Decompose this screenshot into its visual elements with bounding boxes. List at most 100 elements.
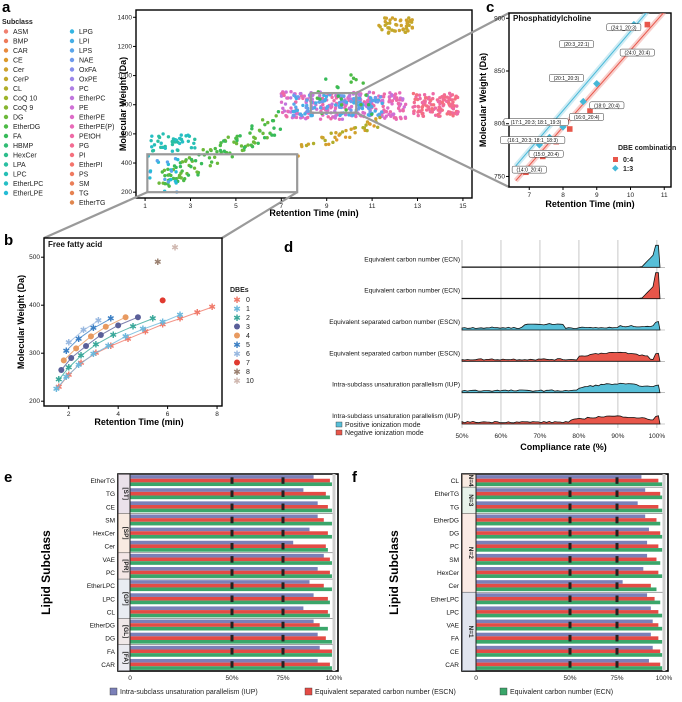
row-label: Intra-subclass unsaturation parallelism … [332, 382, 460, 389]
legend-label: Negative ionization mode [345, 430, 424, 437]
category-label: TG [450, 504, 459, 511]
data-point [163, 146, 168, 150]
legend-swatch: ✱ [233, 295, 241, 305]
data-point [414, 93, 419, 97]
legend-swatch [69, 76, 75, 82]
bar [476, 482, 663, 487]
data-point [388, 18, 392, 22]
category-label: CE [450, 649, 460, 656]
annotation-text: (17:1_20:3; 18:1_19:3) [511, 120, 562, 126]
legend-label: Equivalent carbon number (ECN) [510, 689, 613, 696]
data-point [424, 108, 429, 112]
data-point [170, 149, 175, 153]
panel-c-phosphatidylcholine: Phosphatidylcholine (24:1_20:3) (20:3_22:1… [478, 12, 676, 209]
bar [130, 567, 318, 571]
data-point: ✱ [142, 327, 150, 337]
data-point [189, 146, 194, 150]
legend-swatch [3, 86, 9, 91]
category-label: CL [107, 609, 116, 616]
data-point [87, 333, 94, 340]
bar [476, 645, 653, 650]
data-point [338, 113, 342, 118]
bar [130, 570, 330, 575]
data-point [401, 109, 405, 113]
legend-swatch [3, 133, 9, 139]
data-point [218, 143, 223, 148]
data-point [566, 126, 573, 132]
x-tick-label: 10 [627, 192, 635, 199]
category-label: SM [105, 517, 115, 524]
data-point [398, 109, 402, 113]
bar [130, 574, 332, 578]
bar [476, 658, 649, 663]
data-point [393, 17, 397, 22]
group-band [118, 474, 130, 514]
data-point [340, 130, 345, 134]
legend-label: LPA [13, 162, 26, 169]
data-point [174, 170, 178, 174]
annotation-text: (14:0_20:4) [516, 168, 542, 174]
legend-swatch: ✱ [233, 367, 241, 377]
data-point [412, 109, 416, 113]
y-axis-title: Lipid Subclass [39, 530, 53, 615]
bar [130, 561, 332, 565]
legend-label: LPS [79, 48, 93, 55]
density-area [461, 272, 661, 300]
legend-swatch [69, 114, 75, 120]
category-label: EtherTG [434, 491, 459, 498]
data-point [163, 177, 167, 182]
data-point [230, 155, 234, 159]
data-point [294, 105, 298, 109]
data-point [192, 166, 197, 170]
data-point: ✱ [159, 319, 167, 329]
zoom-box-ffa [146, 153, 299, 194]
data-point [407, 23, 411, 28]
data-point [83, 343, 90, 349]
data-point [357, 105, 361, 110]
data-point [365, 120, 370, 124]
data-point [166, 180, 171, 184]
x-tick-label: 8 [561, 192, 565, 199]
x-tick-label: 7 [527, 192, 531, 199]
data-point [451, 107, 456, 111]
series-group: ✱✱✱✱✱✱✱✱✱✱✱✱✱✱✱✱✱✱✱✱✱✱✱✱✱✱✱✱✱✱✱✱✱✱✱✱ [53, 243, 216, 395]
data-point [372, 124, 376, 128]
data-point [148, 176, 152, 180]
panel-label-a: a [2, 0, 11, 16]
data-point [285, 96, 289, 100]
bar [476, 548, 663, 552]
x-tick-label: 11 [661, 192, 668, 199]
bar [476, 639, 663, 644]
legend-swatch [304, 687, 313, 696]
legend-swatch [69, 67, 75, 72]
data-point [403, 116, 408, 120]
density-area [461, 320, 661, 331]
data-point [351, 96, 356, 101]
data-point [388, 110, 393, 114]
data-point [195, 170, 199, 174]
data-point [433, 113, 438, 117]
group-band [118, 644, 130, 671]
data-point [305, 98, 309, 102]
category-label: Cer [105, 544, 116, 551]
data-point [330, 95, 334, 100]
data-point [193, 159, 198, 163]
data-point [177, 173, 182, 178]
legend-swatch [3, 114, 9, 120]
data-point [388, 21, 392, 25]
data-point [403, 30, 408, 35]
data-point [199, 161, 204, 166]
bar [476, 666, 663, 670]
legend-swatch [3, 124, 9, 129]
legend-label: EtherPC [79, 96, 105, 103]
data-point [201, 147, 205, 152]
panel-label-d: d [284, 239, 293, 256]
bar [130, 639, 332, 644]
bar [130, 666, 332, 670]
bar [130, 662, 330, 667]
data-point [448, 112, 452, 116]
data-point [324, 77, 328, 81]
annotation-box [511, 165, 547, 174]
data-point [285, 115, 289, 119]
x-tick-label: 0 [474, 675, 478, 682]
